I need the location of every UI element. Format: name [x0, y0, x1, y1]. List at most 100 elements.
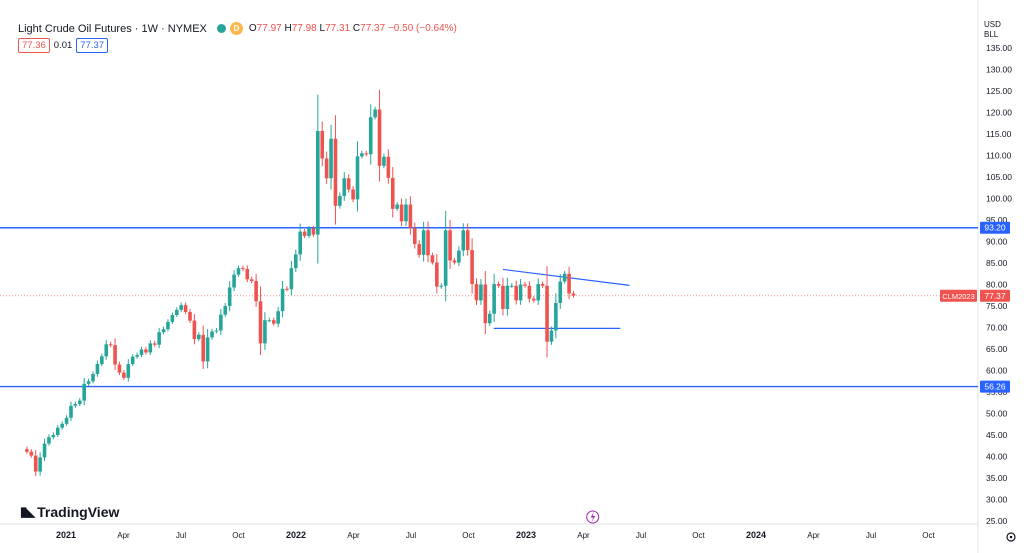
buy-price-box[interactable]: 77.37 — [76, 38, 109, 53]
candle-body — [152, 343, 157, 345]
symbol-tag: CLM2023 — [942, 292, 975, 301]
candle-body — [170, 315, 175, 322]
price-label-bg — [980, 221, 1010, 234]
price-label-bg — [980, 380, 1010, 393]
candle-body — [139, 349, 144, 356]
candle-body — [179, 305, 183, 310]
candle-body — [382, 156, 386, 166]
candle-body — [166, 321, 170, 330]
price-label-bg — [980, 289, 1010, 302]
candle-body — [77, 400, 82, 405]
x-tick-label: Apr — [577, 531, 590, 540]
candle-body — [95, 364, 100, 374]
candle-body — [122, 372, 126, 378]
candle-body — [479, 284, 483, 301]
candle-body — [523, 284, 527, 286]
candle-body — [324, 158, 329, 179]
y-tick-label: 85.00 — [986, 258, 1008, 268]
candle-body — [386, 156, 391, 178]
candle-body — [430, 255, 435, 263]
candle-body — [457, 250, 461, 263]
candle-body — [377, 109, 382, 166]
tradingview-logo: ▮◣ TradingView — [20, 504, 120, 520]
candle-body — [108, 344, 113, 346]
candle-body — [346, 178, 351, 190]
y-tick-label: 125.00 — [986, 86, 1012, 96]
candle-body — [496, 284, 501, 286]
y-tick-label: 75.00 — [986, 301, 1008, 311]
candle-body — [412, 228, 417, 245]
candle-body — [219, 314, 223, 331]
candle-body — [51, 435, 56, 438]
candle-body — [42, 443, 47, 458]
x-tick-label: 2022 — [286, 530, 306, 540]
candle-body — [417, 244, 422, 255]
candle-body — [69, 405, 73, 418]
candle-body — [373, 109, 377, 118]
candle-body — [258, 301, 263, 344]
x-tick-label: 2023 — [516, 530, 536, 540]
settings-gear-icon — [1006, 532, 1016, 542]
candle-body — [33, 455, 38, 472]
candle-body — [540, 284, 545, 286]
candle-body — [55, 427, 60, 435]
candle-body — [307, 228, 311, 236]
candle-body — [157, 332, 161, 345]
candle-body — [183, 305, 188, 313]
x-tick-label: Apr — [347, 531, 360, 540]
symbol-title[interactable]: Light Crude Oil Futures · 1W · NYMEX — [18, 22, 207, 35]
spread-value: 0.01 — [53, 40, 73, 51]
candle-body — [390, 177, 395, 209]
sell-price-box[interactable]: 77.36 — [18, 38, 50, 53]
y-tick-label: 30.00 — [986, 495, 1008, 505]
candle-body — [100, 356, 104, 365]
candle-body — [126, 364, 131, 378]
bid-ask-row: 77.36 0.01 77.37 — [18, 38, 109, 53]
candle-body — [532, 298, 536, 301]
candle-body — [329, 138, 333, 179]
candle-body — [174, 309, 179, 316]
candle-body — [465, 230, 470, 251]
candle-body — [298, 231, 302, 255]
y-tick-label: 135.00 — [986, 43, 1012, 53]
x-tick-label: Jul — [866, 531, 876, 540]
candle-body — [527, 285, 532, 299]
y-tick-label: 95.00 — [986, 215, 1008, 225]
dividend-badge[interactable]: D — [229, 22, 243, 35]
x-tick-label: Oct — [922, 531, 935, 540]
candle-body — [302, 231, 307, 236]
candle-body — [267, 320, 272, 322]
price-label: 93.20 — [984, 223, 1006, 233]
candle-body — [236, 268, 241, 275]
candle-body — [338, 195, 342, 206]
y-tick-label: 100.00 — [986, 194, 1012, 204]
candle-body — [289, 268, 294, 290]
candle-body — [232, 274, 236, 288]
x-tick-label: Jul — [406, 531, 416, 540]
gear-center — [1009, 535, 1013, 539]
x-tick-label: Jul — [636, 531, 646, 540]
x-tick-label: Oct — [232, 531, 245, 540]
currency-unit-selector[interactable]: USD BLL — [984, 20, 1001, 39]
candle-body — [470, 250, 474, 285]
y-tick-label: 35.00 — [986, 473, 1008, 483]
candle-body — [443, 230, 448, 286]
candle-body — [263, 320, 267, 344]
candle-body — [342, 178, 347, 196]
y-tick-label: 90.00 — [986, 237, 1008, 247]
tradingview-logo-icon: ▮◣ — [20, 504, 35, 519]
candle-body — [148, 343, 153, 353]
candle-body — [408, 204, 413, 229]
lightning-glyph — [590, 512, 596, 522]
candle-body — [448, 230, 452, 261]
candle-body — [271, 320, 276, 324]
candle-body — [360, 153, 364, 157]
x-tick-label: Apr — [117, 531, 130, 540]
candle-body — [293, 254, 298, 269]
candle-body — [435, 262, 439, 287]
candle-body — [316, 130, 320, 235]
y-tick-label: 70.00 — [986, 323, 1008, 333]
candle-body — [474, 284, 479, 301]
x-tick-label: Jul — [176, 531, 186, 540]
